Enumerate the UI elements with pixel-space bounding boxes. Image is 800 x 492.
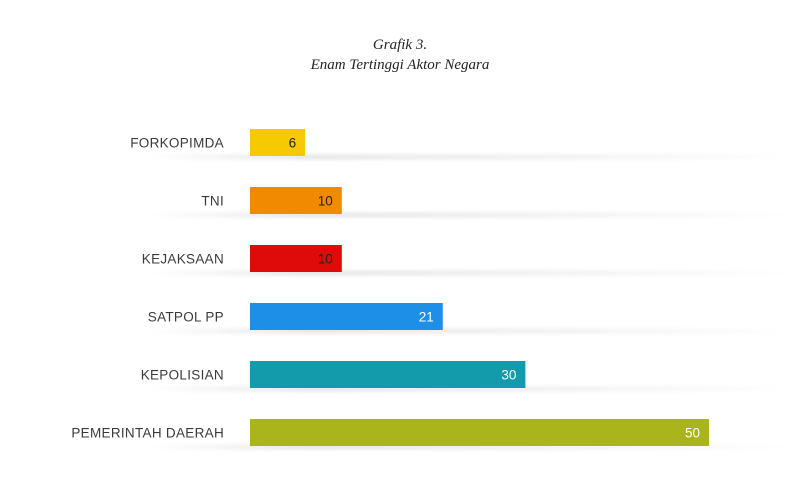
bar-shadow-kepolisian (150, 387, 790, 391)
bar-shadow-forkopimda (150, 155, 790, 159)
bar-kepolisian (250, 361, 526, 388)
bar-pemerintah-daerah (250, 419, 709, 446)
category-label-pemerintah-daerah: PEMERINTAH DAERAH (71, 426, 224, 441)
category-label-tni: TNI (201, 194, 224, 209)
bar-tni (250, 187, 342, 214)
bar-shadow-pemerintah-daerah (150, 445, 790, 449)
bar-shadow-kejaksaan (150, 271, 790, 275)
value-label-satpol-pp: 21 (419, 310, 434, 325)
category-label-forkopimda: FORKOPIMDA (130, 136, 224, 151)
value-label-kejaksaan: 10 (318, 252, 333, 267)
category-label-kejaksaan: KEJAKSAAN (142, 252, 224, 267)
chart-subtitle: Enam Tertinggi Aktor Negara (310, 57, 490, 73)
bar-shadow-tni (150, 213, 790, 217)
value-label-pemerintah-daerah: 50 (685, 426, 700, 441)
value-label-tni: 10 (318, 194, 333, 209)
value-label-kepolisian: 30 (501, 368, 516, 383)
category-label-kepolisian: KEPOLISIAN (141, 368, 224, 383)
bar-forkopimda (250, 129, 306, 156)
category-label-satpol-pp: SATPOL PP (148, 310, 224, 325)
bar-shadow-satpol-pp (150, 329, 790, 333)
bar-satpol-pp (250, 303, 443, 330)
value-label-forkopimda: 6 (289, 136, 297, 151)
bar-kejaksaan (250, 245, 342, 272)
chart-title: Grafik 3. (372, 37, 428, 53)
